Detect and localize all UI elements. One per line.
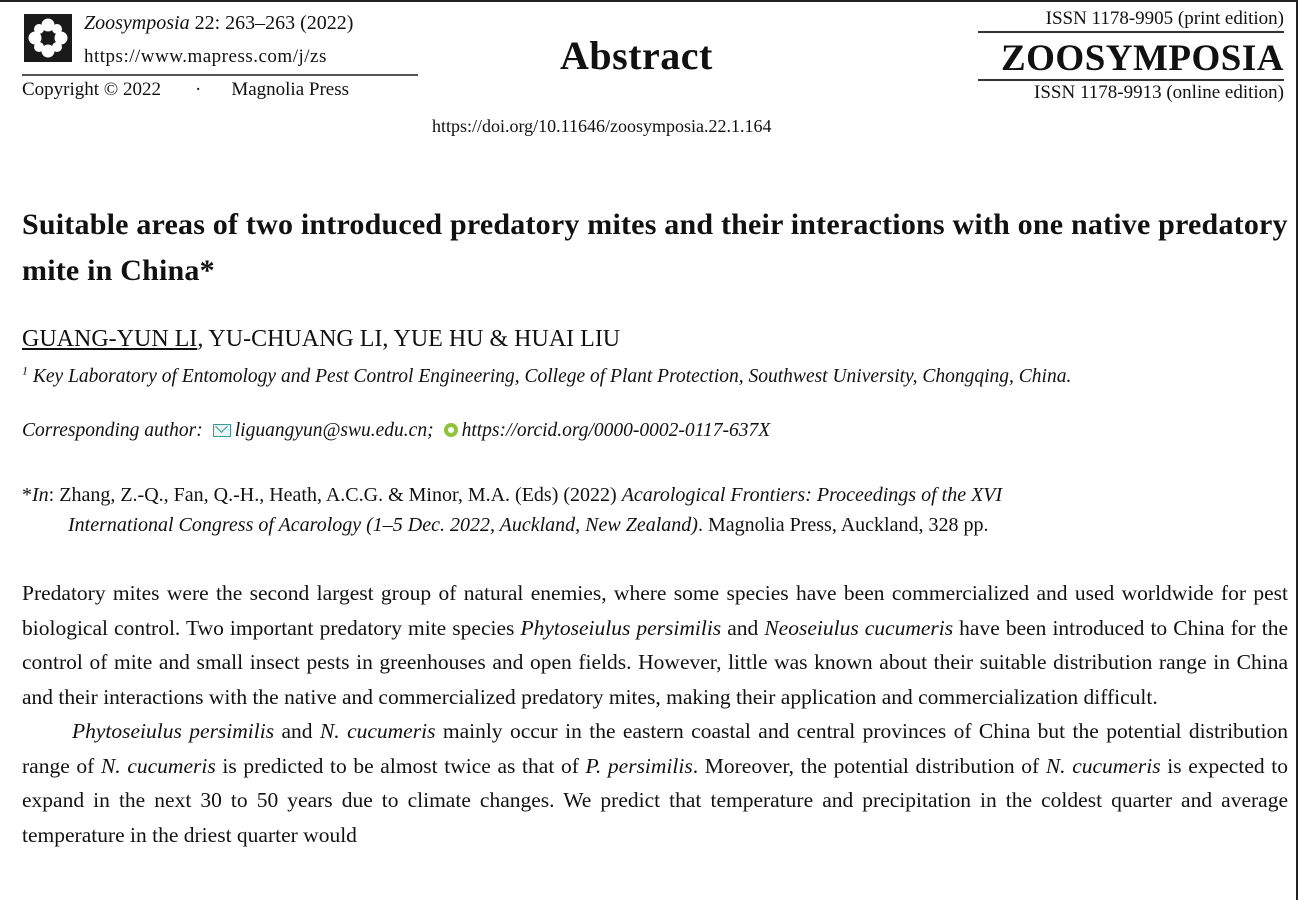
flower-logo-icon <box>24 14 72 62</box>
species-name: Phytoseiulus persimilis <box>520 615 722 640</box>
publisher-details: . Magnolia Press, Auckland, 328 pp. <box>697 514 989 536</box>
affiliation-text: Key Laboratory of Entomology and Pest Co… <box>28 366 1072 387</box>
species-name: N. cucumeris <box>100 753 216 778</box>
species-name: N. cucumeris <box>1045 753 1161 778</box>
text-run: is expected to expand in the next 30 to … <box>22 753 1288 847</box>
section-heading: Abstract <box>560 33 713 78</box>
masthead-divider <box>22 74 418 76</box>
email-icon <box>212 424 231 437</box>
text-run: mainly occur in the eastern coastal and … <box>22 719 1289 778</box>
issn-print: ISSN 1178-9905 (print edition) <box>978 8 1284 33</box>
book-title-part1: Acarological Frontiers: Proceedings of t… <box>621 484 1003 506</box>
journal-name: Zoosymposia <box>84 12 190 34</box>
paragraph-1: Predatory mites were the second largest … <box>22 576 1288 714</box>
species-name: N. cucumeris <box>319 719 436 743</box>
abstract-body: Predatory mites were the second largest … <box>22 576 1288 852</box>
email-link[interactable]: liguangyun@swu.edu.cn; <box>234 420 434 441</box>
text-run: is predicted to be almost twice as that … <box>215 753 586 778</box>
copyright-line: Copyright © 2022 · Magnolia Press <box>22 79 349 101</box>
text-run: and <box>721 615 765 640</box>
proceedings-note: *In: Zhang, Z.-Q., Fan, Q.-H., Heath, A.… <box>22 480 1288 540</box>
text-run: . Moreover, the potential distribution o… <box>692 753 1046 778</box>
affiliation: 1 Key Laboratory of Entomology and Pest … <box>22 362 1288 391</box>
first-author-link[interactable]: GUANG-YUN LI <box>22 326 198 352</box>
text-run: and <box>274 719 320 743</box>
journal-url-link[interactable]: https://www.mapress.com/j/zs <box>84 46 327 67</box>
footnote-asterisk: * <box>22 484 32 506</box>
journal-volume-pages: 22: 263–263 (2022) <box>189 12 354 34</box>
corresponding-author: Corresponding author: liguangyun@swu.edu.… <box>22 420 770 442</box>
text-run: have been introduced to China for the co… <box>22 615 1289 709</box>
journal-brand: ZOOSYMPOSIA <box>1000 38 1284 79</box>
corresponding-label: Corresponding author: <box>22 420 203 441</box>
paragraph-2: Phytoseiulus persimilis and N. cucumeris… <box>22 714 1288 852</box>
affiliation-mark: 1 <box>22 363 28 378</box>
issn-online: ISSN 1178-9913 (online edition) <box>978 79 1284 104</box>
orcid-link[interactable]: https://orcid.org/0000-0002-0117-637X <box>461 420 771 441</box>
separator-bullet: · <box>195 79 202 100</box>
author-list: GUANG-YUN LI, YU-CHUANG LI, YUE HU & HUA… <box>22 326 620 353</box>
species-name: Phytoseiulus persimilis <box>72 719 275 743</box>
issn-block: ISSN 1178-9905 (print edition) ZOOSYMPOS… <box>978 8 1284 104</box>
text-run: Predatory mites were the second largest … <box>22 581 1288 640</box>
co-authors: , YU-CHUANG LI, YUE HU & HUAI LIU <box>197 326 621 352</box>
proceedings-line2: International Congress of Acarology (1–5… <box>22 510 1288 540</box>
orcid-icon <box>443 423 458 437</box>
in-label: In <box>32 484 49 506</box>
article-title: Suitable areas of two introduced predato… <box>22 208 1288 287</box>
book-title-part2: International Congress of Acarology (1–5… <box>68 514 698 536</box>
species-name: P. persimilis <box>585 753 693 778</box>
doi-link[interactable]: https://doi.org/10.11646/zoosymposia.22.… <box>432 116 772 136</box>
journal-citation: Zoosymposia 22: 263–263 (2022) <box>84 12 353 35</box>
copyright-text: Copyright © 2022 <box>22 79 161 100</box>
species-name: Neoseiulus cucumeris <box>764 615 954 640</box>
publisher-name: Magnolia Press <box>231 79 350 100</box>
editors-text: : Zhang, Z.-Q., Fan, Q.-H., Heath, A.C.G… <box>48 484 622 506</box>
